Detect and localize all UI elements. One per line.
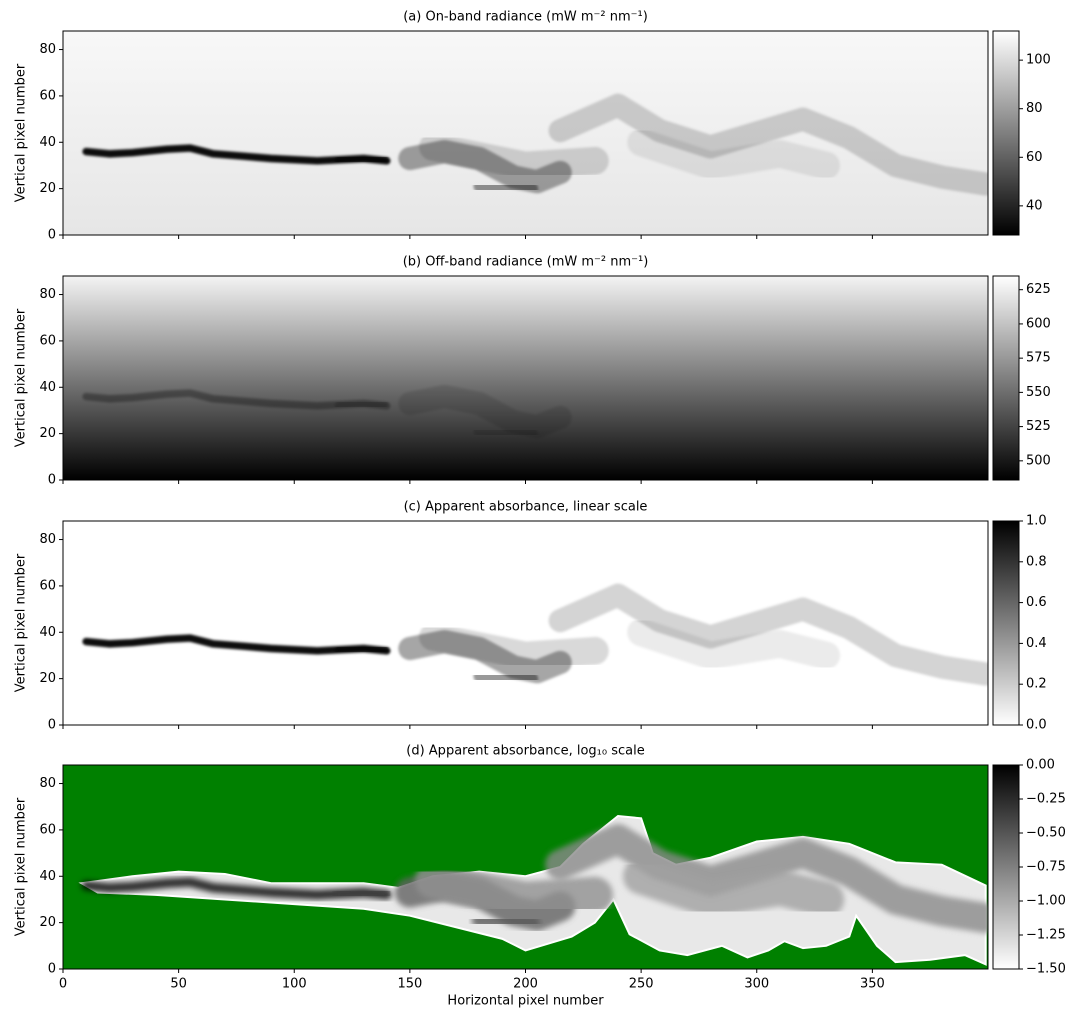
colorbar-tick-label: −0.75 bbox=[1026, 860, 1066, 875]
plume bbox=[82, 634, 391, 655]
plume bbox=[332, 884, 390, 903]
colorbar-tick-label: 500 bbox=[1026, 453, 1051, 468]
panel-title: (b) Off-band radiance (mW m⁻² nm⁻¹) bbox=[403, 255, 649, 270]
colorbar-tick-label: 0.4 bbox=[1026, 636, 1047, 651]
y-axis-label: Vertical pixel number bbox=[14, 797, 29, 936]
x-tick-label: 100 bbox=[282, 977, 307, 992]
colorbar-tick-label: 600 bbox=[1026, 316, 1051, 331]
y-tick-label: 20 bbox=[39, 426, 56, 441]
plume bbox=[623, 858, 845, 918]
plume bbox=[548, 583, 988, 686]
y-tick-label: 60 bbox=[39, 88, 56, 103]
x-tick-label: 0 bbox=[59, 977, 67, 992]
plume bbox=[82, 144, 391, 165]
panel: (b) Off-band radiance (mW m⁻² nm⁻¹) Verti… bbox=[14, 255, 1051, 488]
y-tick-label: 0 bbox=[48, 228, 56, 243]
colorbar-tick-label: 80 bbox=[1026, 101, 1043, 116]
x-tick-label: 200 bbox=[513, 977, 538, 992]
y-tick-label: 0 bbox=[48, 473, 56, 488]
panel-title: (d) Apparent absorbance, log₁₀ scale bbox=[406, 744, 644, 759]
x-tick-label: 50 bbox=[170, 977, 187, 992]
colorbar-tick-label: −1.00 bbox=[1026, 894, 1066, 909]
panel-title: (c) Apparent absorbance, linear scale bbox=[404, 500, 648, 515]
x-tick-label: 150 bbox=[397, 977, 422, 992]
colorbar-tick-label: 0.00 bbox=[1026, 758, 1055, 773]
y-tick-label: 40 bbox=[39, 380, 56, 395]
plume bbox=[334, 642, 388, 657]
plume bbox=[473, 425, 539, 440]
plume bbox=[82, 389, 391, 410]
plume bbox=[473, 670, 539, 685]
colorbar-tick-label: 625 bbox=[1026, 282, 1051, 297]
colorbar-tick-label: −1.50 bbox=[1026, 962, 1066, 977]
plume bbox=[627, 128, 841, 180]
colorbar-tick-label: 0.8 bbox=[1026, 554, 1047, 569]
plume bbox=[334, 152, 388, 167]
y-tick-label: 80 bbox=[39, 287, 56, 302]
heatmap-image bbox=[63, 31, 988, 235]
plume bbox=[398, 384, 572, 439]
y-tick-label: 60 bbox=[39, 333, 56, 348]
colorbar-tick-label: 575 bbox=[1026, 351, 1051, 366]
y-tick-label: 80 bbox=[39, 776, 56, 791]
heatmap-image bbox=[63, 521, 988, 725]
panel: (d) Apparent absorbance, log₁₀ scale Vert… bbox=[14, 744, 1066, 1009]
colorbar bbox=[992, 764, 1020, 970]
y-tick-label: 20 bbox=[39, 181, 56, 196]
plume bbox=[334, 397, 388, 412]
y-axis-label: Vertical pixel number bbox=[14, 308, 29, 447]
plume bbox=[81, 877, 392, 900]
y-tick-label: 20 bbox=[39, 671, 56, 686]
colorbar-tick-label: 0.0 bbox=[1026, 718, 1047, 733]
colorbar-tick-label: 40 bbox=[1026, 198, 1043, 213]
y-tick-label: 60 bbox=[39, 822, 56, 837]
background bbox=[63, 276, 988, 480]
y-tick-label: 80 bbox=[39, 42, 56, 57]
plume bbox=[419, 132, 609, 180]
y-tick-label: 40 bbox=[39, 869, 56, 884]
x-tick-label: 250 bbox=[629, 977, 654, 992]
y-tick-label: 20 bbox=[39, 915, 56, 930]
y-tick-label: 40 bbox=[39, 135, 56, 150]
colorbar-tick-label: 550 bbox=[1026, 385, 1051, 400]
plume bbox=[545, 824, 988, 934]
plume bbox=[414, 862, 613, 918]
colorbar-tick-label: 1.0 bbox=[1026, 514, 1047, 529]
colorbar bbox=[992, 520, 1020, 726]
panel-title: (a) On-band radiance (mW m⁻² nm⁻¹) bbox=[403, 10, 648, 25]
panel: (a) On-band radiance (mW m⁻² nm⁻¹) Vertic… bbox=[14, 10, 1051, 243]
colorbar-tick-label: 0.6 bbox=[1026, 595, 1047, 610]
x-tick-label: 350 bbox=[860, 977, 885, 992]
colorbar-tick-label: 100 bbox=[1026, 53, 1051, 68]
y-tick-label: 0 bbox=[48, 962, 56, 977]
y-axis-label: Vertical pixel number bbox=[14, 63, 29, 202]
colorbar-tick-label: 525 bbox=[1026, 419, 1051, 434]
plume bbox=[471, 912, 540, 931]
plume bbox=[473, 180, 539, 195]
colorbar-tick-label: 0.2 bbox=[1026, 677, 1047, 692]
plume bbox=[419, 622, 609, 670]
colorbar-tick-label: −0.25 bbox=[1026, 792, 1066, 807]
y-axis-label: Vertical pixel number bbox=[14, 553, 29, 692]
y-tick-label: 60 bbox=[39, 578, 56, 593]
x-tick-label: 300 bbox=[744, 977, 769, 992]
y-tick-label: 80 bbox=[39, 532, 56, 547]
y-tick-label: 0 bbox=[48, 718, 56, 733]
x-axis-label: Horizontal pixel number bbox=[447, 994, 604, 1009]
heatmap-image bbox=[63, 765, 988, 969]
colorbar-tick-label: −1.25 bbox=[1026, 928, 1066, 943]
y-tick-label: 40 bbox=[39, 625, 56, 640]
colorbar-tick-label: −0.50 bbox=[1026, 826, 1066, 841]
plume bbox=[548, 93, 988, 196]
colorbar bbox=[992, 30, 1020, 236]
colorbar bbox=[992, 275, 1020, 481]
panel: (c) Apparent absorbance, linear scale Ver… bbox=[14, 500, 1047, 733]
colorbar-tick-label: 60 bbox=[1026, 150, 1043, 165]
plume bbox=[627, 618, 841, 670]
heatmap-image bbox=[63, 276, 988, 480]
